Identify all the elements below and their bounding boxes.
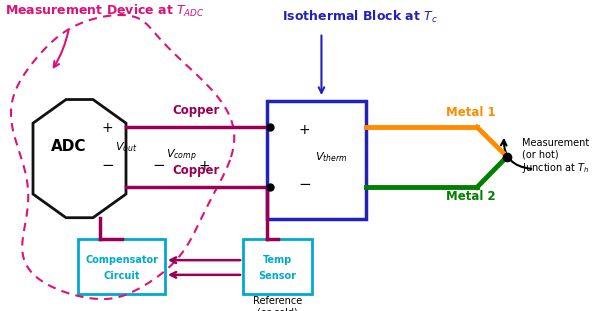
Text: $V_{therm}$: $V_{therm}$ [314,150,347,164]
Text: Temp: Temp [263,255,292,265]
Text: Copper: Copper [173,104,220,117]
Text: +: + [101,121,113,135]
Text: Copper: Copper [173,165,220,177]
Text: Reference
(or cold)
Junction: Reference (or cold) Junction [253,296,302,311]
Bar [267,101,366,219]
Text: +: + [299,123,310,137]
Text: +: + [198,159,210,173]
Text: Circuit: Circuit [103,272,140,281]
Text: Sensor: Sensor [259,272,296,281]
Text: −: − [298,177,311,192]
Bar [243,239,312,294]
Bar [78,239,165,294]
Text: Isothermal Block at $T_c$: Isothermal Block at $T_c$ [282,9,438,25]
Text: −: − [101,158,114,173]
Text: Compensator: Compensator [85,255,158,265]
Text: −: − [152,158,166,173]
Text: $V_{out}$: $V_{out}$ [115,140,137,154]
Text: $V_{comp}$: $V_{comp}$ [166,148,197,165]
Text: Measurement Device at $T_{ADC}$: Measurement Device at $T_{ADC}$ [5,3,205,19]
Text: Metal 2: Metal 2 [446,190,496,203]
Text: ADC: ADC [50,139,86,154]
Text: Metal 1: Metal 1 [446,106,496,119]
Text: Measurement
(or hot)
Junction at $T_h$: Measurement (or hot) Junction at $T_h$ [522,138,590,175]
